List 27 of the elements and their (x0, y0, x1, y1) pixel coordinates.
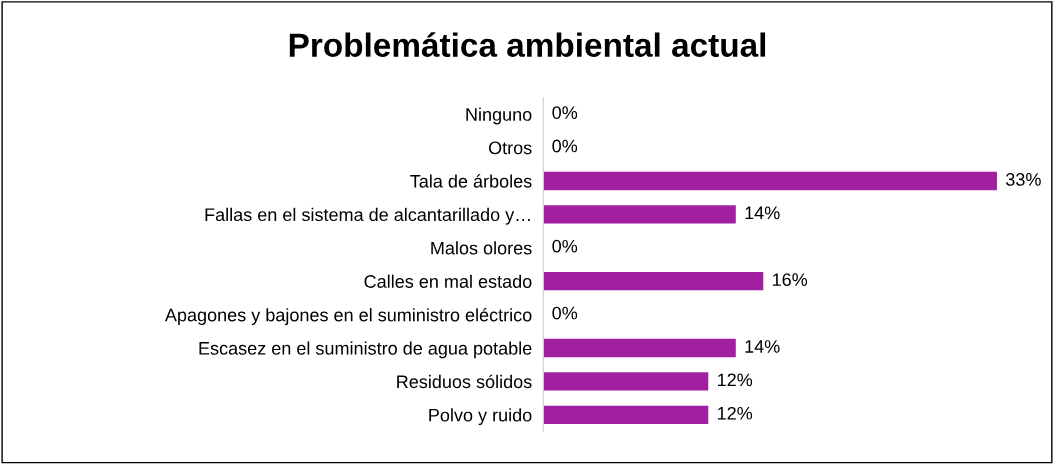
bar (543, 171, 997, 191)
data-label: 14% (745, 206, 780, 220)
y-tick-label: Apagones y bajones en el suministro eléctrico (164, 307, 532, 325)
y-tick-label: Tala de árboles (410, 174, 532, 188)
data-label: 16% (772, 273, 808, 287)
data-label: 0% (552, 239, 578, 253)
y-tick-label: Malos olores (431, 241, 532, 255)
bar (543, 272, 764, 291)
data-label: 14% (745, 340, 780, 353)
data-label: 0% (552, 139, 578, 153)
bar (543, 205, 736, 224)
y-tick-label: Otros (488, 141, 532, 155)
y-tick-label: Escasez en el suministro de agua potable (199, 341, 532, 359)
bar (543, 405, 709, 424)
data-label: 12% (718, 373, 753, 387)
data-label: 0% (552, 306, 578, 320)
y-tick-label: Fallas en el sistema de alcantarillado y… (205, 207, 530, 225)
bar (543, 338, 736, 358)
y-tick-label: Calles en mal estado (364, 274, 532, 288)
y-tick-label: Residuos sólidos (397, 374, 532, 389)
y-tick-label: Ninguno (466, 107, 532, 125)
data-label: 33% (1006, 173, 1041, 186)
bar (543, 372, 709, 391)
data-label: 12% (718, 406, 753, 420)
data-label: 0% (552, 106, 578, 119)
chart-title: Problemática ambiental actual (289, 32, 766, 57)
y-tick-label: Polvo y ruido (429, 408, 532, 426)
